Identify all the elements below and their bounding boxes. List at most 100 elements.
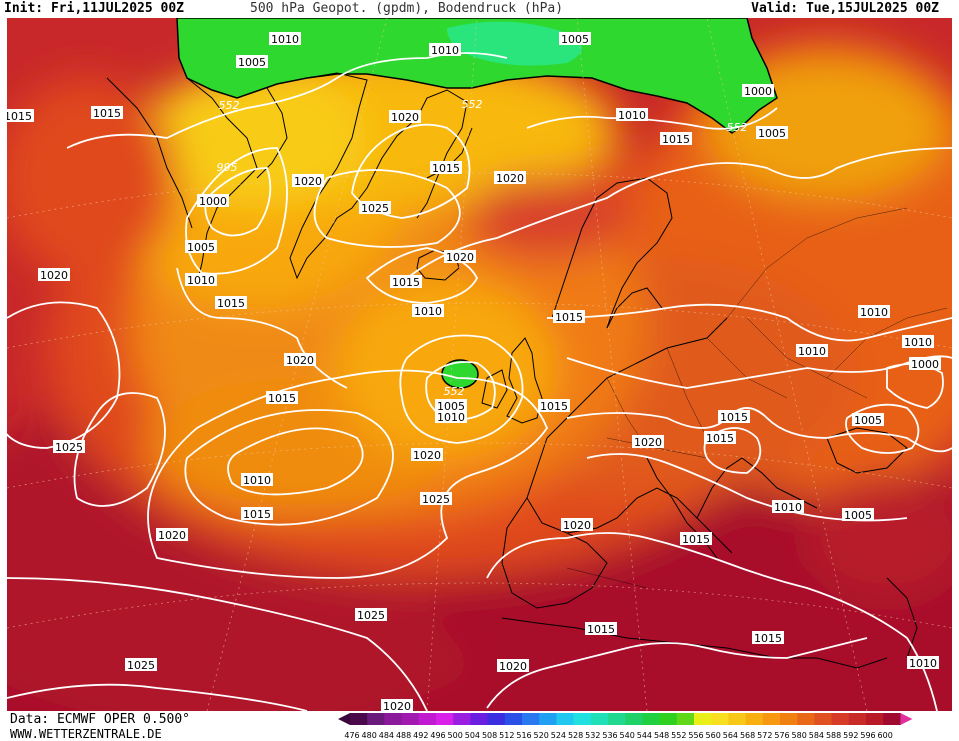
scale-swatch xyxy=(504,713,523,725)
scale-swatch xyxy=(487,713,506,725)
scale-tick-label: 596 xyxy=(860,731,875,740)
scale-swatch xyxy=(659,713,678,725)
scale-tick-label: 532 xyxy=(585,731,600,740)
label-text: 1015 xyxy=(93,107,121,120)
label-text: 1010 xyxy=(618,109,646,122)
isobar-label: 1020 xyxy=(389,110,421,124)
scale-tick-label: 524 xyxy=(551,731,566,740)
isobar-label: 1015 xyxy=(266,391,298,405)
label-text: 1020 xyxy=(634,436,662,449)
init-time: Init: Fri,11JUL2025 00Z xyxy=(4,1,185,16)
isobar-label: 1005 xyxy=(559,32,591,46)
isobar-label: 1015 xyxy=(752,631,784,645)
isobar-label: 1010 xyxy=(902,335,934,349)
scale-tick-label: 548 xyxy=(654,731,669,740)
isobar-label: 1010 xyxy=(429,43,461,57)
map-header: Init: Fri,11JUL2025 00Z 500 hPa Geopot. … xyxy=(0,0,959,18)
label-text: 1020 xyxy=(383,700,411,711)
scale-tick-label: 512 xyxy=(499,731,514,740)
label-text: 1010 xyxy=(271,33,299,46)
isobar-label: 1020 xyxy=(497,659,529,673)
scale-tick-label: 536 xyxy=(602,731,617,740)
scale-swatch xyxy=(556,713,575,725)
label-text: 1010 xyxy=(414,305,442,318)
isobar-label: 1015 xyxy=(538,399,570,413)
graticule xyxy=(7,18,952,711)
isobar-label: 1015 xyxy=(680,532,712,546)
valid-time: Valid: Tue,15JUL2025 00Z xyxy=(751,1,939,16)
label-text: 995 xyxy=(217,161,238,174)
isobar-label: 1010 xyxy=(858,305,890,319)
scale-swatch xyxy=(608,713,626,725)
scale-tick-label: 516 xyxy=(516,731,531,740)
isobar-label: 1025 xyxy=(359,201,391,215)
isobar-label: 1015 xyxy=(718,410,750,424)
label-text: 1025 xyxy=(422,493,450,506)
weather-map: 1010 1010 1005 1005 552 552 1000 552 1005 1015 101… xyxy=(7,18,952,711)
scale-tick-label: 492 xyxy=(413,731,428,740)
isobar-label: 1015 xyxy=(241,507,273,521)
scale-tick-label: 496 xyxy=(430,731,445,740)
label-text: 1025 xyxy=(55,441,83,454)
isobar-label: 1005 xyxy=(842,508,874,522)
label-text: 1005 xyxy=(854,414,882,427)
label-text: 1020 xyxy=(286,354,314,367)
isobar-label: 1020 xyxy=(632,435,664,449)
label-text: 1025 xyxy=(361,202,389,215)
label-text: 1020 xyxy=(413,449,441,462)
website-url: WWW.WETTERZENTRALE.DE xyxy=(10,727,162,741)
scale-tick-label: 528 xyxy=(568,731,583,740)
scale-tick-label: 484 xyxy=(379,731,394,740)
scale-tick-label: 588 xyxy=(826,731,841,740)
label-text: 1010 xyxy=(431,44,459,57)
scale-tick-label: 500 xyxy=(448,731,463,740)
isobar-label: 1020 xyxy=(156,528,188,542)
isobar-label: 1010 xyxy=(185,273,217,287)
isobar-label: 1020 xyxy=(494,171,526,185)
scale-tick-label: 600 xyxy=(878,731,893,740)
isobar-label: 1020 xyxy=(292,174,324,188)
geopotential-label: 552 xyxy=(444,385,465,398)
isobar-label: 1015 xyxy=(91,106,123,120)
scale-tick-label: 476 xyxy=(344,731,359,740)
label-text: 1015 xyxy=(706,432,734,445)
scale-swatch xyxy=(866,713,884,725)
label-text: 1020 xyxy=(391,111,419,124)
label-text: 1015 xyxy=(7,110,32,123)
isobar-label: 1020 xyxy=(411,448,443,462)
label-text: 1005 xyxy=(561,33,589,46)
label-text: 1020 xyxy=(294,175,322,188)
isobar-label: 1015 xyxy=(215,296,247,310)
scale-swatch xyxy=(797,713,815,725)
scale-tick-label: 572 xyxy=(757,731,772,740)
scale-swatch xyxy=(522,713,540,725)
label-text: 1010 xyxy=(904,336,932,349)
scale-arrow-left xyxy=(338,713,350,725)
isobar-label: 1015 xyxy=(585,622,617,636)
label-text: 1025 xyxy=(127,659,155,672)
scale-tick-label: 576 xyxy=(774,731,789,740)
isobar-label: 1005 xyxy=(852,413,884,427)
scale-swatch xyxy=(642,713,661,725)
isobar-label: 1010 xyxy=(412,304,444,318)
label-text: 1010 xyxy=(187,274,215,287)
label-text: 1000 xyxy=(199,195,227,208)
label-text: 1015 xyxy=(555,311,583,324)
isobar-label: 1005 xyxy=(185,240,217,254)
scale-swatch xyxy=(350,713,368,725)
scale-swatch xyxy=(418,713,437,725)
scale-swatch xyxy=(539,713,557,725)
isobar-label: 1015 xyxy=(430,161,462,175)
label-text: 1005 xyxy=(238,56,266,69)
label-text: 552 xyxy=(462,98,483,111)
scale-tick-label: 592 xyxy=(843,731,858,740)
geopotential-label: 552 xyxy=(462,98,483,111)
label-text: 1000 xyxy=(911,358,939,371)
label-text: 1020 xyxy=(158,529,186,542)
geopotential-label: 552 xyxy=(219,99,240,112)
isobar-label: 1005 xyxy=(236,55,268,69)
scale-swatch xyxy=(762,713,781,725)
label-text: 1010 xyxy=(860,306,888,319)
isobar-label: 1025 xyxy=(53,440,85,454)
